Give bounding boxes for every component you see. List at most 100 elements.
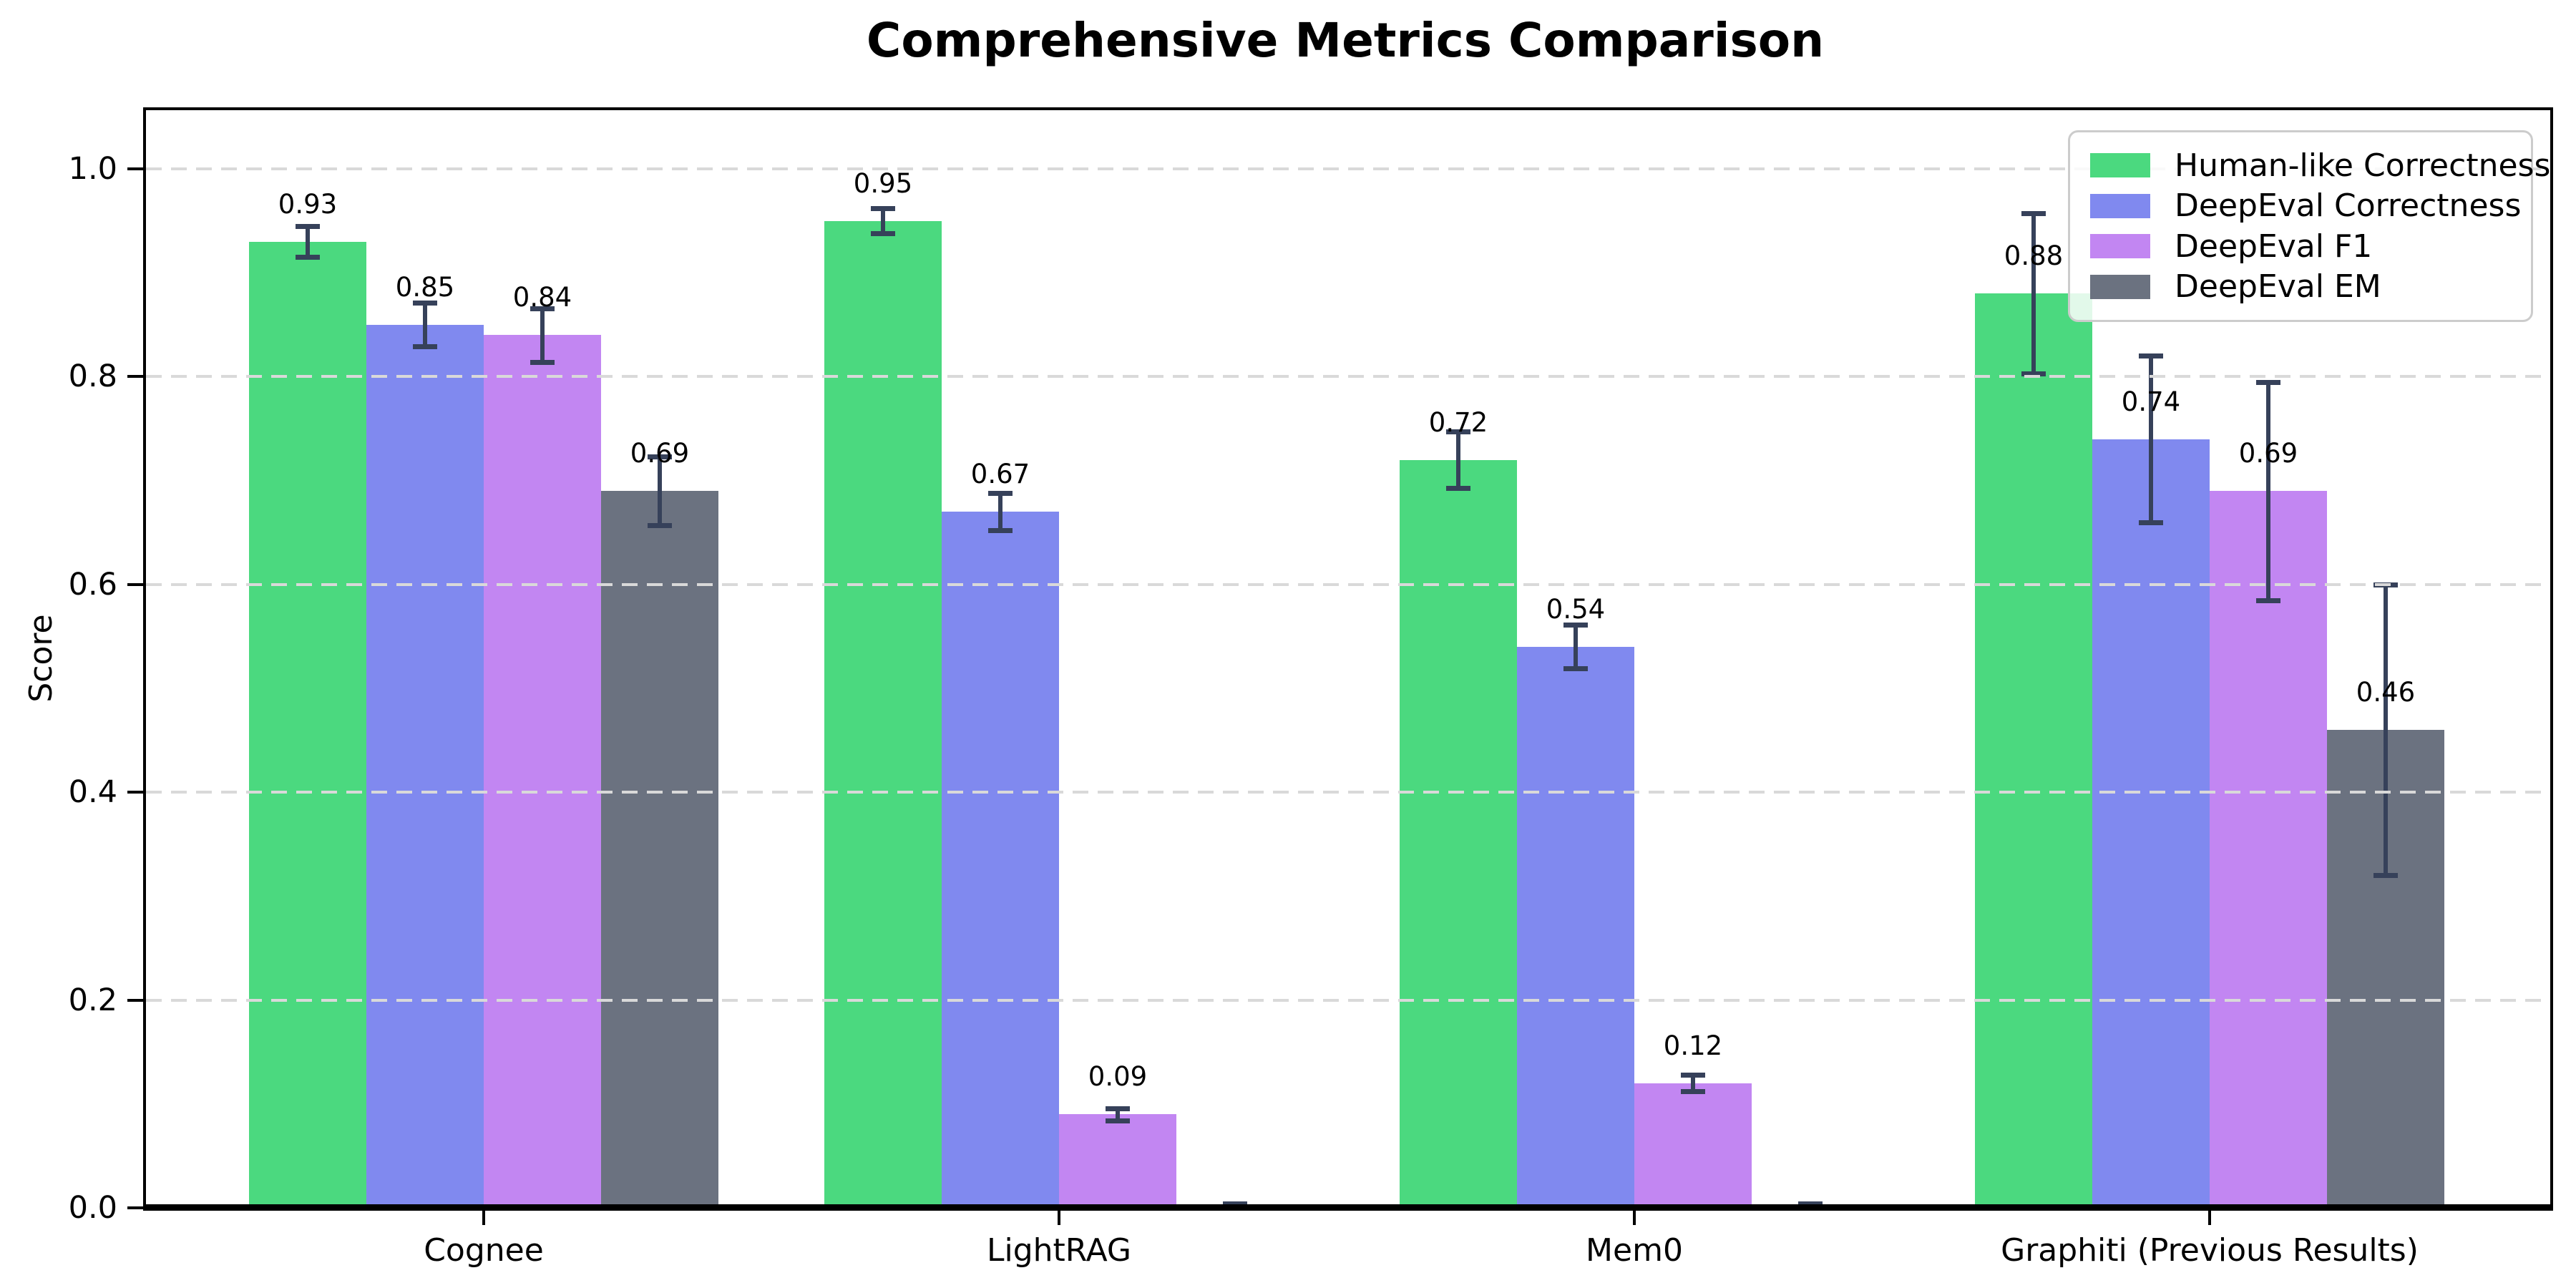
- bar: [1975, 293, 2092, 1208]
- y-tick-mark: [127, 167, 143, 170]
- error-bar-cap: [871, 231, 895, 237]
- bar: [2210, 491, 2327, 1208]
- bar: [1634, 1083, 1752, 1208]
- bar: [249, 241, 366, 1208]
- error-bar-cap: [1563, 666, 1588, 672]
- legend-swatch: [2090, 234, 2150, 259]
- error-bar-cap: [648, 454, 672, 460]
- error-bar: [2266, 381, 2270, 600]
- error-bar-cap: [1798, 1201, 1823, 1207]
- y-tick-label: 0.8: [68, 358, 117, 395]
- x-tick-mark: [482, 1211, 485, 1225]
- error-bar-cap: [871, 206, 895, 212]
- bar: [1059, 1114, 1176, 1208]
- bar-value-label: 0.54: [1546, 593, 1606, 625]
- error-bar: [2384, 584, 2388, 876]
- legend-swatch: [2090, 153, 2150, 178]
- plot-area: Human-like Correctness DeepEval Correctne…: [69, 107, 2553, 1269]
- legend-label: DeepEval F1: [2175, 228, 2373, 265]
- bar-value-label: 0.12: [1663, 1030, 1723, 1061]
- y-tick-label: 0.4: [68, 774, 117, 811]
- bar: [2092, 439, 2210, 1208]
- bar: [1517, 646, 1634, 1208]
- error-bar-cap: [988, 491, 1013, 497]
- y-tick-mark: [127, 1206, 143, 1209]
- bar: [942, 512, 1059, 1208]
- bar: [1400, 459, 1517, 1208]
- chart-title: Comprehensive Metrics Comparison: [866, 13, 1825, 68]
- legend-item: DeepEval F1: [2090, 226, 2517, 267]
- y-tick-mark: [127, 791, 143, 794]
- error-bar: [658, 457, 662, 526]
- error-bar: [1574, 625, 1578, 669]
- x-tick-mark: [1633, 1211, 1636, 1225]
- x-tick-mark: [2208, 1211, 2211, 1225]
- error-bar-cap: [296, 223, 320, 229]
- error-bar-cap: [1106, 1118, 1130, 1124]
- y-tick-label: 0.2: [68, 982, 117, 1018]
- legend: Human-like Correctness DeepEval Correctne…: [2068, 130, 2550, 322]
- bar: [601, 491, 718, 1208]
- error-bar-cap: [2373, 582, 2398, 587]
- x-tick-label: Graphiti (Previous Results): [2001, 1232, 2419, 1269]
- error-bar-cap: [648, 523, 672, 529]
- error-bar: [306, 225, 310, 258]
- legend-swatch: [2090, 193, 2150, 218]
- error-bar-cap: [530, 360, 555, 366]
- legend-item: Human-like Correctness: [2090, 145, 2550, 186]
- error-bar-cap: [2256, 597, 2280, 603]
- x-tick-label: Cognee: [424, 1232, 544, 1269]
- bar-value-label: 0.74: [2121, 386, 2181, 417]
- bar-value-label: 0.93: [278, 188, 338, 220]
- legend-label: DeepEval Correctness: [2175, 187, 2522, 225]
- legend-label: DeepEval EM: [2175, 268, 2381, 306]
- error-bar-cap: [413, 301, 437, 306]
- y-tick-label: 0.0: [68, 1190, 117, 1226]
- error-bar-cap: [1563, 623, 1588, 628]
- y-tick-mark: [127, 375, 143, 379]
- error-bar-cap: [2021, 371, 2046, 377]
- legend-item: DeepEval Correctness: [2090, 186, 2521, 227]
- bar-value-label: 0.95: [853, 167, 913, 199]
- error-bar: [2149, 356, 2153, 522]
- bar-value-label: 0.69: [2238, 438, 2298, 469]
- error-bar-cap: [1681, 1073, 1705, 1078]
- x-tick-label: Mem0: [1586, 1232, 1683, 1269]
- bar: [484, 335, 601, 1208]
- error-bar-cap: [1446, 485, 1470, 491]
- error-bar-cap: [988, 528, 1013, 534]
- error-bar-cap: [2373, 873, 2398, 879]
- error-bar-cap: [1106, 1106, 1130, 1111]
- error-bar-cap: [1446, 429, 1470, 435]
- error-bar: [1456, 431, 1460, 488]
- bar-value-label: 0.85: [395, 271, 455, 303]
- legend-label: Human-like Correctness: [2175, 147, 2551, 184]
- error-bar: [998, 493, 1002, 531]
- error-bar: [1116, 1108, 1120, 1121]
- y-tick-mark: [127, 582, 143, 586]
- error-bar: [881, 208, 885, 234]
- error-bar: [540, 308, 545, 363]
- y-tick-mark: [127, 998, 143, 1002]
- error-bar-cap: [2139, 353, 2163, 359]
- bar-value-label: 0.72: [1428, 406, 1488, 438]
- bar-value-label: 0.09: [1088, 1061, 1148, 1093]
- error-bar-cap: [2256, 379, 2280, 385]
- error-bar-cap: [296, 255, 320, 260]
- error-bar-cap: [413, 344, 437, 350]
- bar: [824, 220, 942, 1208]
- legend-swatch: [2090, 274, 2150, 299]
- error-bar: [1691, 1075, 1695, 1092]
- x-tick-mark: [1058, 1211, 1060, 1225]
- bar: [366, 324, 484, 1208]
- x-axis-line: [146, 1204, 2550, 1209]
- bar-value-label: 0.46: [2356, 677, 2416, 708]
- y-tick-label: 1.0: [68, 151, 117, 187]
- bar-value-label: 0.69: [630, 438, 690, 469]
- bar-value-label: 0.88: [2004, 240, 2064, 272]
- bar-value-label: 0.84: [512, 282, 572, 313]
- error-bar-cap: [530, 306, 555, 311]
- y-tick-label: 0.6: [68, 566, 117, 602]
- error-bar-cap: [1681, 1089, 1705, 1095]
